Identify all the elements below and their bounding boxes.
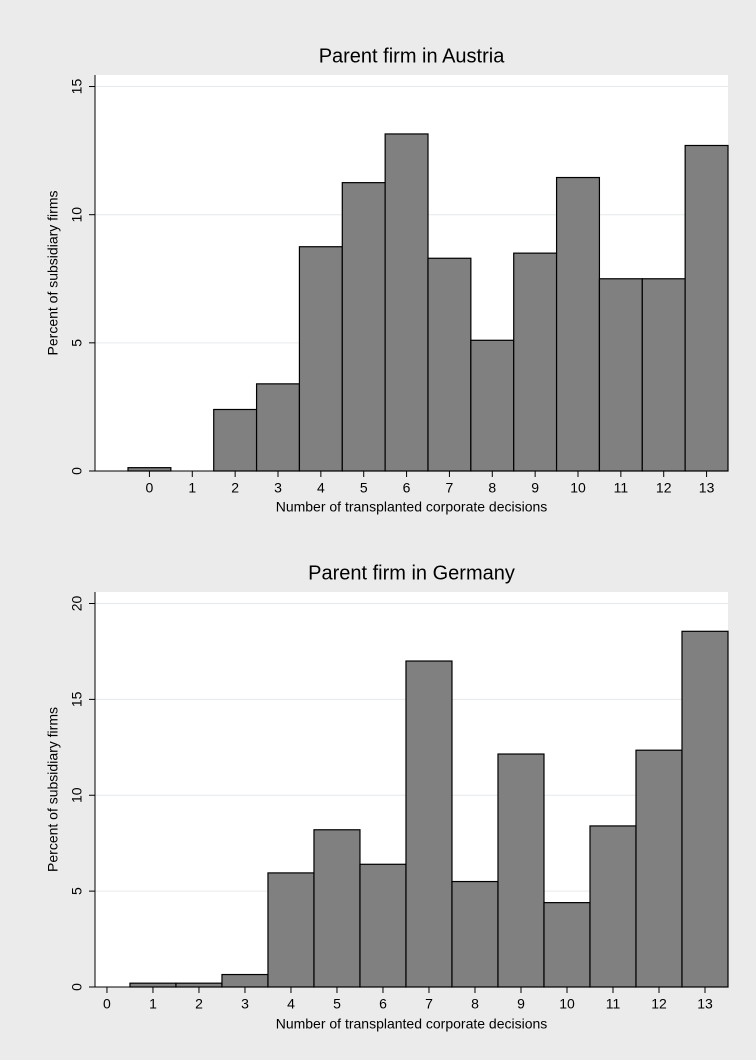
bar	[555, 176, 601, 472]
x-tick-label: 12	[656, 480, 672, 496]
y-axis-label: Percent of subsidiary firms	[45, 707, 61, 872]
x-tick-label: 11	[606, 996, 621, 1012]
bar	[598, 278, 643, 472]
bar	[497, 753, 545, 988]
x-tick-label: 1	[149, 996, 157, 1012]
bar	[359, 863, 407, 988]
x-tick-label: 0	[146, 480, 154, 496]
x-tick-label: 8	[488, 480, 496, 496]
x-tick-label: 10	[559, 996, 575, 1012]
bar	[635, 749, 683, 988]
bar	[589, 825, 637, 988]
bar	[451, 880, 499, 988]
bar	[267, 872, 315, 988]
x-tick-label: 10	[570, 480, 586, 496]
bar	[427, 257, 472, 472]
bar	[255, 383, 301, 472]
x-tick-label: 4	[317, 480, 325, 496]
bar	[298, 246, 343, 472]
bar	[313, 829, 361, 988]
y-tick-label: 20	[69, 596, 85, 612]
x-tick-label: 5	[333, 996, 341, 1012]
x-tick-label: 13	[699, 480, 715, 496]
bar	[129, 982, 177, 988]
x-tick-label: 3	[274, 480, 282, 496]
bar	[221, 973, 269, 988]
bar	[384, 133, 429, 472]
bar	[470, 339, 515, 472]
x-tick-label: 12	[651, 996, 667, 1012]
x-tick-label: 8	[471, 996, 479, 1012]
x-tick-label: 2	[231, 480, 239, 496]
x-tick-label: 13	[697, 996, 713, 1012]
x-tick-label: 5	[360, 480, 368, 496]
x-axis-label: Number of transplanted corporate decisio…	[276, 1016, 548, 1032]
y-tick-label: 15	[69, 691, 85, 707]
bar	[513, 252, 558, 472]
x-tick-label: 6	[379, 996, 387, 1012]
x-tick-label: 2	[195, 996, 203, 1012]
x-tick-label: 6	[403, 480, 411, 496]
bar	[641, 278, 686, 472]
bar	[213, 408, 258, 472]
x-tick-label: 3	[241, 996, 249, 1012]
x-tick-label: 9	[531, 480, 539, 496]
x-tick-label: 0	[103, 996, 111, 1012]
x-tick-label: 7	[425, 996, 433, 1012]
chart-title: Parent firm in Germany	[308, 562, 515, 584]
y-tick-label: 0	[69, 467, 85, 475]
x-tick-label: 11	[614, 480, 629, 496]
y-tick-label: 10	[69, 787, 85, 803]
y-tick-label: 10	[69, 207, 85, 223]
bar	[175, 982, 223, 988]
y-tick-label: 0	[69, 983, 85, 991]
y-tick-label: 15	[69, 79, 85, 95]
bar	[543, 902, 591, 988]
chart-title: Parent firm in Austria	[319, 45, 506, 67]
x-tick-label: 1	[188, 480, 196, 496]
y-tick-label: 5	[69, 887, 85, 895]
x-axis-label: Number of transplanted corporate decisio…	[276, 499, 548, 515]
bar	[341, 182, 386, 472]
x-tick-label: 7	[446, 480, 454, 496]
x-tick-label: 9	[517, 996, 525, 1012]
bar	[405, 660, 453, 988]
y-axis-label: Percent of subsidiary firms	[45, 191, 61, 356]
x-tick-label: 4	[287, 996, 295, 1012]
bar	[684, 144, 729, 472]
y-tick-label: 5	[69, 339, 85, 347]
bar	[681, 630, 729, 988]
